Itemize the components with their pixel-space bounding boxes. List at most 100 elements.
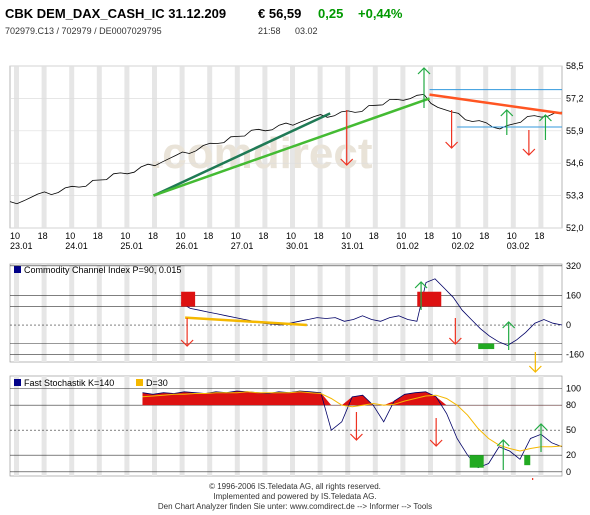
cci-sell-arrow-head [180,339,194,347]
time-gridline [179,376,185,476]
trendline-light [153,97,430,197]
time-gridline [372,66,378,228]
x-hour-label: 18 [424,231,434,241]
footer-implemented: Implemented and powered by IS.Teledata A… [213,492,377,501]
buy-signal-arrow-head [539,114,552,122]
time-gridline [400,264,406,362]
cci-buy-arrow-head [414,281,428,289]
cci-legend-label: Commodity Channel Index P=90, 0.015 [24,265,181,275]
x-hour-label: 10 [341,231,351,241]
stoch-y-tick: 50 [566,425,576,435]
stoch-overbought-fill [142,391,563,406]
time-gridline [317,264,323,362]
stoch-oversold-fill [469,455,484,468]
time-gridline [207,376,213,476]
stoch-d-legend-swatch [136,379,143,386]
last-price: € 56,59 [258,6,302,21]
time-gridline [455,264,461,362]
cci-y-tick: 0 [566,320,571,330]
stoch-d-legend-label: D=30 [146,378,168,388]
time-gridline [14,264,19,362]
cci-y-tick: 160 [566,290,581,300]
footer-copyright: © 1996-2006 IS.Teledata AG, all rights r… [209,482,381,491]
time-gridline [290,264,295,362]
time-gridline [124,66,130,228]
stoch-k-legend-swatch [14,379,21,386]
cci-signal-arrow-head [528,365,542,373]
stoch-d-line [142,391,563,452]
time-gridline [510,264,516,362]
x-date-label: 23.01 [10,241,33,251]
time-gridline [262,66,268,228]
cci-series-line [180,278,563,346]
time-gridline [345,264,351,362]
x-date-label: 31.01 [341,241,364,251]
time-gridline [69,264,75,362]
footer-tools-link[interactable]: Den Chart Analyzer finden Sie unter: www… [157,502,433,511]
x-hour-label: 18 [479,231,489,241]
instrument-ids: 702979.C13 / 702979 / DE0007029795 [5,26,162,36]
time-gridline [69,376,75,476]
instrument-title: CBK DEM_DAX_CASH_IC 31.12.209 [5,6,227,21]
time-gridline [14,376,19,476]
quote-date: 03.02 [295,26,318,36]
time-gridline [317,376,323,476]
time-gridline [234,264,240,362]
time-gridline [96,66,102,228]
time-gridline [41,264,47,362]
x-hour-label: 10 [65,231,75,241]
x-hour-label: 10 [507,231,517,241]
price-y-tick: 57,2 [566,93,584,103]
time-gridline [345,376,351,476]
quote-time: 21:58 [258,26,281,36]
x-hour-label: 10 [120,231,130,241]
x-hour-label: 18 [38,231,48,241]
price-y-tick: 55,9 [566,126,584,136]
time-gridline [152,376,157,476]
stoch-k-line [142,390,563,469]
x-hour-label: 10 [231,231,241,241]
time-gridline [345,66,351,228]
stoch-oversold-fill [524,455,531,466]
cci-y-tick: -160 [566,350,584,360]
stoch-k-legend-label: Fast Stochastik K=140 [24,378,114,388]
stoch-y-tick: 80 [566,400,576,410]
sell-signal-arrow-head [445,141,459,149]
time-gridline [152,264,157,362]
time-gridline [428,376,433,476]
time-gridline [124,264,130,362]
time-gridline [400,66,406,228]
time-gridline [538,66,544,228]
price-y-tick: 52,0 [566,223,584,233]
x-hour-label: 18 [534,231,544,241]
change-absolute: 0,25 [318,6,344,21]
price-series-line [9,93,563,205]
time-gridline [483,376,489,476]
x-date-label: 03.02 [507,241,530,251]
x-hour-label: 18 [93,231,103,241]
trendline-dark [152,112,331,197]
time-gridline [455,66,461,228]
x-hour-label: 18 [258,231,268,241]
x-hour-label: 10 [10,231,20,241]
time-gridline [179,66,185,228]
x-hour-label: 10 [396,231,406,241]
time-gridline [14,66,19,228]
sell-signal-arrow-head [340,158,354,166]
cci-oversold-fill [478,343,495,350]
time-gridline [262,376,268,476]
time-gridline [207,66,213,228]
x-date-label: 26.01 [176,241,199,251]
time-gridline [428,66,433,228]
time-gridline [428,264,433,362]
time-gridline [69,66,75,228]
time-gridline [372,376,378,476]
time-gridline [234,376,240,476]
time-gridline [41,376,47,476]
change-percent: +0,44% [358,6,403,21]
x-hour-label: 18 [203,231,213,241]
price-y-tick: 54,6 [566,158,584,168]
x-hour-label: 10 [176,231,186,241]
chart-canvas: .comdirect 58,5 57,2 55,9 54,6 53,3 52,0 10 18 10… [9,61,584,480]
cci-legend-swatch [14,266,21,273]
